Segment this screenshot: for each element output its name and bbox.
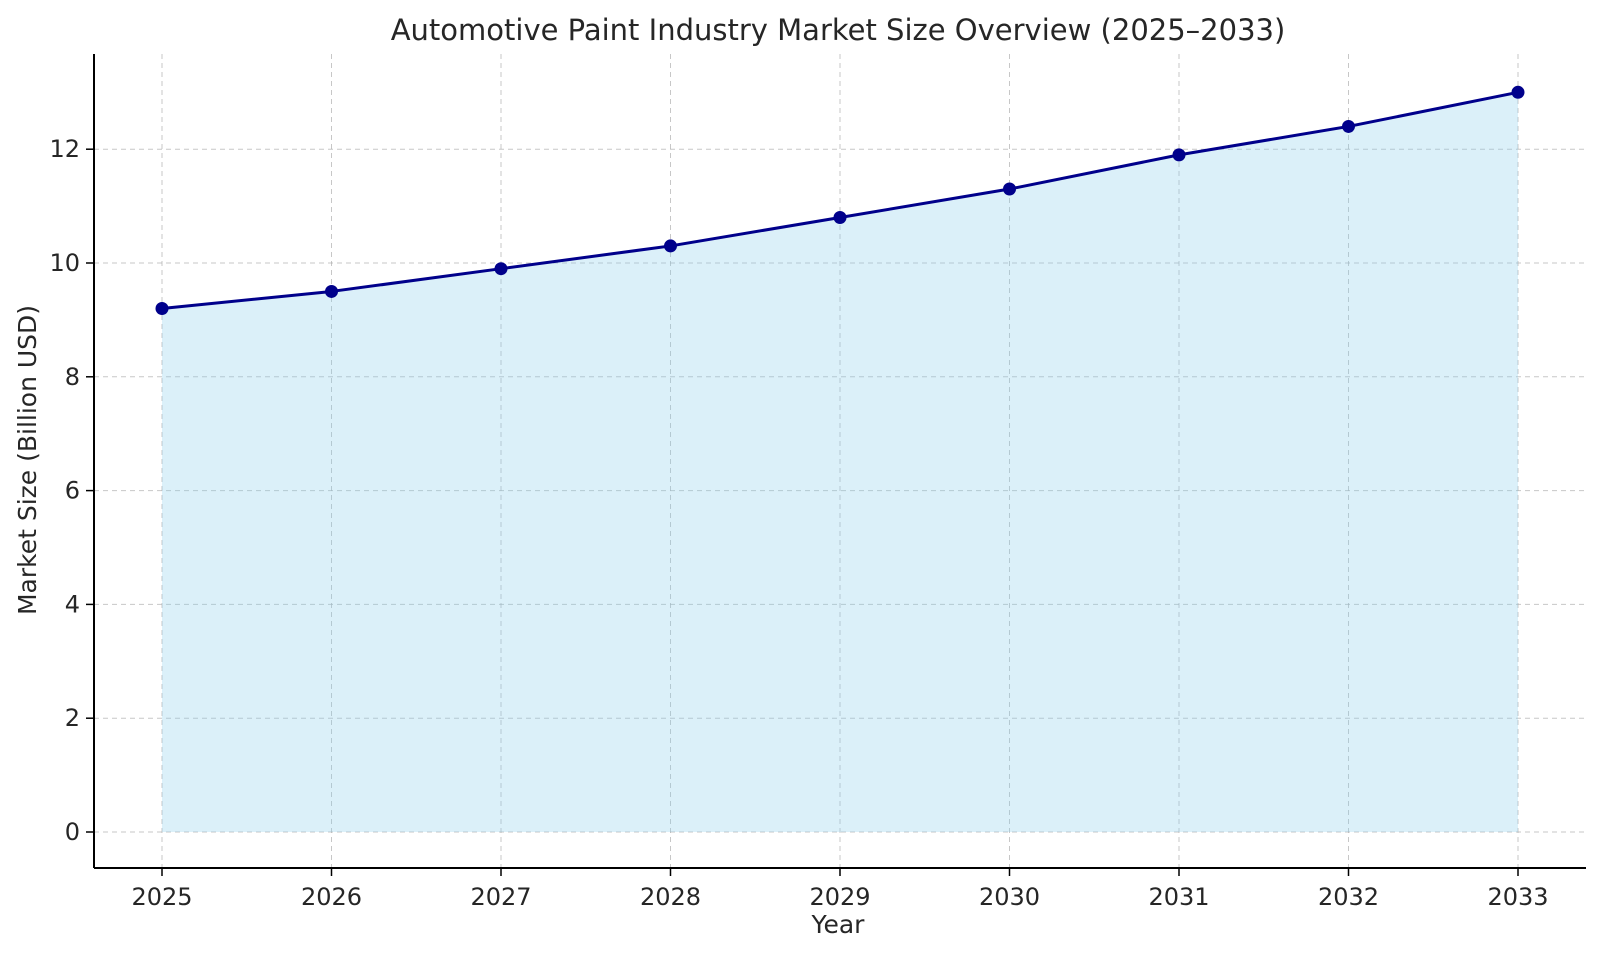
y-tick-label: 12 [49, 135, 80, 163]
area-fill [162, 92, 1518, 833]
y-axis-ticks: 0 2 4 6 8 10 12 [49, 135, 94, 846]
data-point [664, 239, 677, 253]
x-axis-label: Year [811, 910, 866, 939]
x-tick-label: 2032 [1318, 883, 1379, 911]
x-axis-ticks: 2025 2026 2027 2028 2029 2030 2031 2032 2033 [131, 868, 1549, 911]
y-tick-label: 4 [65, 590, 80, 618]
data-point [1003, 182, 1016, 196]
x-tick-label: 2029 [809, 883, 870, 911]
data-point [1172, 148, 1186, 162]
y-tick-label: 8 [65, 363, 80, 391]
y-tick-label: 10 [49, 249, 80, 277]
x-tick-label: 2033 [1487, 883, 1548, 911]
y-tick-label: 0 [65, 818, 80, 846]
x-tick-label: 2026 [301, 883, 362, 911]
x-tick-label: 2025 [131, 883, 192, 911]
data-point [1511, 85, 1525, 99]
x-tick-label: 2031 [1148, 883, 1209, 911]
x-tick-label: 2028 [640, 883, 701, 911]
x-tick-label: 2027 [470, 883, 531, 911]
y-tick-label: 2 [65, 704, 80, 732]
data-point [494, 262, 508, 276]
y-tick-label: 6 [65, 477, 80, 505]
x-tick-label: 2030 [979, 883, 1040, 911]
data-points [155, 85, 1525, 316]
y-axis-label: Market Size (Billion USD) [13, 305, 42, 615]
data-point [833, 210, 847, 224]
data-point [325, 284, 338, 298]
data-point [1342, 119, 1355, 133]
area-polygon [162, 92, 1518, 833]
chart-title: Automotive Paint Industry Market Size Ov… [391, 13, 1286, 47]
data-point [155, 302, 169, 316]
